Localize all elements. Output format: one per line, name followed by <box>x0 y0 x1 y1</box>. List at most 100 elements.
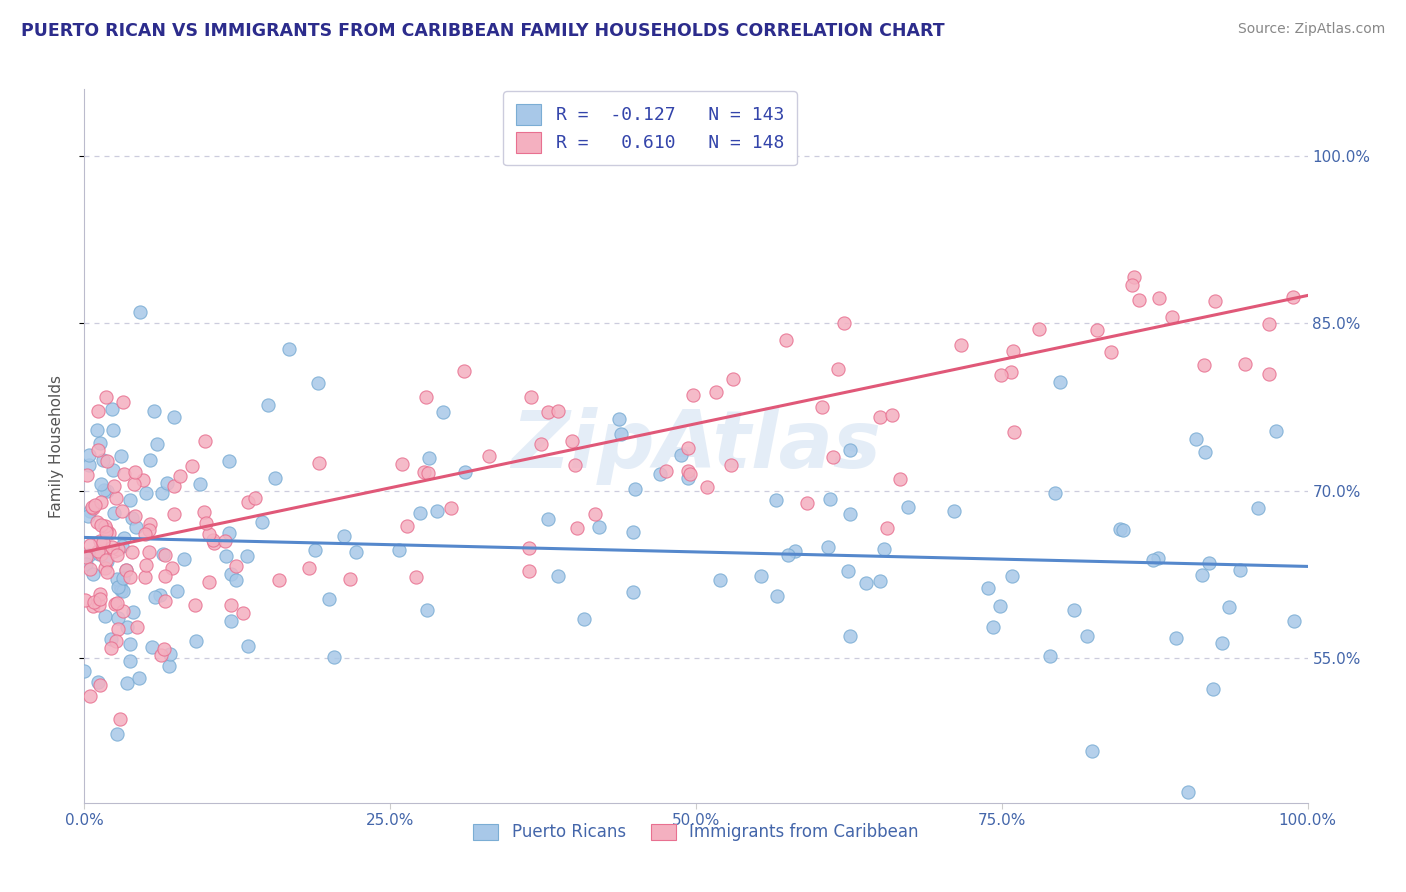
Point <box>138 523 160 537</box>
Point <box>977 582 1000 596</box>
Point <box>416 603 439 617</box>
Point <box>104 491 127 505</box>
Point <box>235 549 257 563</box>
Point <box>82 500 104 515</box>
Point <box>610 427 633 442</box>
Point <box>122 605 145 619</box>
Point <box>1211 636 1233 650</box>
Point <box>89 533 111 548</box>
Point <box>765 589 787 603</box>
Point <box>1063 602 1085 616</box>
Point <box>111 539 134 553</box>
Point <box>245 491 267 505</box>
Point <box>146 437 169 451</box>
Point <box>609 412 631 426</box>
Point <box>823 450 845 465</box>
Point <box>183 599 205 613</box>
Point <box>1076 630 1098 644</box>
Point <box>96 565 118 579</box>
Point <box>110 582 132 597</box>
Point <box>104 633 127 648</box>
Point <box>114 563 136 577</box>
Point <box>517 564 540 578</box>
Point <box>1257 318 1279 332</box>
Point <box>1122 270 1144 285</box>
Point <box>94 525 117 540</box>
Point <box>215 549 238 564</box>
Point <box>135 485 157 500</box>
Point <box>897 500 920 514</box>
Point <box>1282 290 1305 304</box>
Point <box>94 609 117 624</box>
Point <box>101 424 124 438</box>
Point <box>413 465 436 479</box>
Point <box>105 727 128 741</box>
Point <box>520 390 543 404</box>
Point <box>105 548 128 562</box>
Point <box>139 452 162 467</box>
Point <box>77 549 100 563</box>
Point <box>1112 523 1135 537</box>
Point <box>588 520 610 534</box>
Point <box>134 527 156 541</box>
Point <box>225 573 247 587</box>
Point <box>90 477 112 491</box>
Point <box>1185 432 1208 446</box>
Point <box>124 465 146 479</box>
Point <box>621 584 644 599</box>
Point <box>418 450 440 465</box>
Point <box>547 404 569 418</box>
Point <box>198 574 221 589</box>
Point <box>75 558 97 572</box>
Point <box>827 361 849 376</box>
Point <box>94 391 117 405</box>
Point <box>122 476 145 491</box>
Point <box>124 508 146 523</box>
Point <box>82 567 104 582</box>
Point <box>142 404 165 418</box>
Point <box>112 531 135 545</box>
Point <box>89 436 111 450</box>
Point <box>103 478 125 492</box>
Point <box>704 385 727 400</box>
Point <box>87 675 110 690</box>
Point <box>537 512 560 526</box>
Point <box>79 538 101 552</box>
Point <box>89 592 111 607</box>
Point <box>676 464 699 478</box>
Point <box>90 547 112 561</box>
Point <box>869 574 891 588</box>
Point <box>344 545 367 559</box>
Point <box>111 584 134 599</box>
Point <box>150 648 173 662</box>
Point <box>624 482 647 496</box>
Point <box>96 484 118 499</box>
Point <box>709 573 731 587</box>
Text: Source: ZipAtlas.com: Source: ZipAtlas.com <box>1237 22 1385 37</box>
Point <box>405 570 427 584</box>
Point <box>838 508 860 522</box>
Point <box>107 580 129 594</box>
Point <box>574 612 596 626</box>
Point <box>1049 375 1071 389</box>
Point <box>537 404 560 418</box>
Point <box>111 604 134 618</box>
Point <box>114 563 136 577</box>
Point <box>278 342 301 356</box>
Point <box>1004 425 1026 440</box>
Point <box>76 508 98 523</box>
Point <box>308 456 330 470</box>
Point <box>111 394 134 409</box>
Point <box>682 388 704 402</box>
Point <box>150 485 173 500</box>
Point <box>108 579 131 593</box>
Point <box>440 500 463 515</box>
Point <box>105 572 128 586</box>
Point <box>103 598 125 612</box>
Point <box>202 536 225 550</box>
Point <box>89 517 111 532</box>
Point <box>1099 345 1122 359</box>
Point <box>696 480 718 494</box>
Point <box>76 467 98 482</box>
Point <box>1043 486 1066 500</box>
